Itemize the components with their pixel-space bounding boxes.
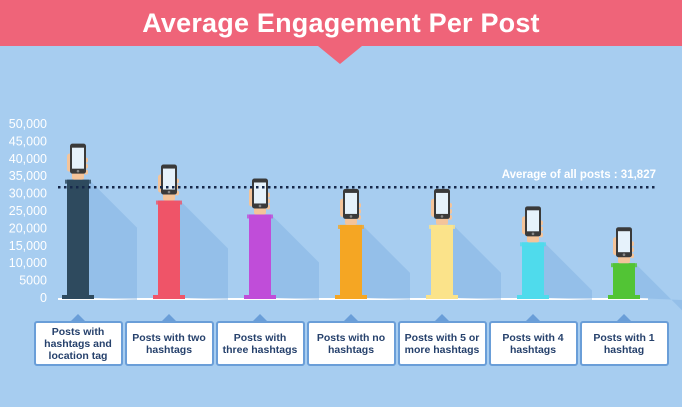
category-label-box: Posts with hashtags and location tag (33, 321, 123, 366)
bar-base (335, 295, 367, 299)
hand-holding-phone-icon (431, 188, 452, 225)
y-tick-label: 25,000 (9, 204, 47, 218)
bar (67, 179, 89, 298)
y-tick-label: 40,000 (9, 152, 47, 166)
phone-button (622, 253, 626, 256)
bar-group (517, 206, 592, 300)
bar-shadow (89, 179, 137, 300)
bar-cap (65, 179, 91, 184)
bar-base (153, 295, 185, 299)
hand-holding-phone-icon (67, 143, 88, 180)
bar (249, 214, 271, 298)
bar (431, 224, 453, 298)
phone-screen (436, 192, 448, 214)
bar-shadow (362, 224, 410, 300)
category-label-box: Posts with 5 or more hashtags (397, 321, 487, 366)
phone-screen (345, 192, 357, 214)
bar-base (426, 295, 458, 299)
bar (340, 224, 362, 298)
hand-holding-phone-icon (249, 178, 270, 215)
phone-button (531, 232, 535, 236)
bar-cap (247, 214, 273, 219)
category-pointer (617, 314, 631, 321)
phone-screen (254, 182, 266, 204)
bar-cap (520, 242, 546, 247)
category-pointer (162, 314, 176, 321)
bar-cap (338, 224, 364, 229)
category-label-box: Posts with two hashtags (124, 321, 214, 366)
bar-shadow (453, 224, 501, 300)
bar-base (244, 295, 276, 299)
phone-screen (618, 231, 630, 253)
phone-button (349, 215, 353, 218)
bar-base (608, 295, 640, 299)
y-tick-label: 20,000 (9, 221, 47, 235)
category-label: Posts with 1 hashtag (593, 331, 655, 356)
category-label-box: Posts with three hashtags (215, 321, 305, 366)
average-label: Average of all posts : 31,827 (502, 169, 656, 181)
title-banner (0, 0, 682, 46)
y-tick-label: 0 (40, 291, 47, 305)
hand-holding-phone-icon (613, 227, 634, 264)
y-tick-label: 5000 (19, 274, 47, 288)
banner-notch (318, 46, 362, 64)
phone-button (167, 190, 171, 194)
category-label: Posts with 4 hashtags (502, 331, 564, 356)
category-label: Posts with two hashtags (132, 331, 206, 356)
bar-shadow (271, 214, 319, 300)
category-pointer (526, 314, 540, 321)
chart-title: Average Engagement Per Post (142, 8, 540, 38)
bar-group (244, 178, 319, 300)
y-tick-label: 10,000 (9, 256, 47, 270)
phone-screen (163, 168, 175, 190)
phone-button (440, 215, 444, 218)
category-label-box: Posts with no hashtags (306, 321, 396, 366)
bar-cap (611, 263, 637, 268)
bar-base (62, 295, 94, 299)
hand-holding-phone-icon (522, 206, 543, 243)
bar-shadow (544, 242, 592, 300)
bar-shadow (635, 263, 682, 311)
bar-group (62, 143, 137, 300)
category-label: Posts with three hashtags (222, 331, 298, 356)
hand-holding-phone-icon (158, 164, 179, 201)
y-tick-label: 15,000 (9, 239, 47, 253)
bar-cap (156, 200, 182, 205)
category-pointer (344, 314, 358, 321)
category-pointer (71, 314, 85, 321)
category-label: Posts with 5 or more hashtags (404, 331, 480, 356)
category-label: Posts with no hashtags (316, 331, 386, 356)
y-tick-label: 45,000 (9, 134, 47, 148)
phone-screen (72, 147, 84, 169)
bar (613, 263, 635, 298)
bar-group (608, 227, 682, 311)
category-pointer (435, 314, 449, 321)
bar-group (153, 164, 228, 300)
category-label: Posts with hashtags and location tag (44, 325, 112, 362)
bar (522, 242, 544, 298)
category-pointer (253, 314, 267, 321)
phone-button (76, 169, 80, 173)
bar-group (335, 188, 410, 300)
bar-base (517, 295, 549, 299)
bar (158, 200, 180, 298)
y-tick-label: 50,000 (9, 117, 47, 131)
y-tick-label: 35,000 (9, 169, 47, 183)
category-label-box: Posts with 4 hashtags (488, 321, 578, 366)
hand-holding-phone-icon (340, 188, 361, 225)
category-label-box: Posts with 1 hashtag (579, 321, 669, 366)
bar-group (426, 188, 501, 300)
bar-shadow (180, 200, 228, 300)
phone-button (258, 204, 262, 208)
y-tick-label: 30,000 (9, 187, 47, 201)
bar-cap (429, 224, 455, 229)
phone-screen (527, 210, 539, 232)
